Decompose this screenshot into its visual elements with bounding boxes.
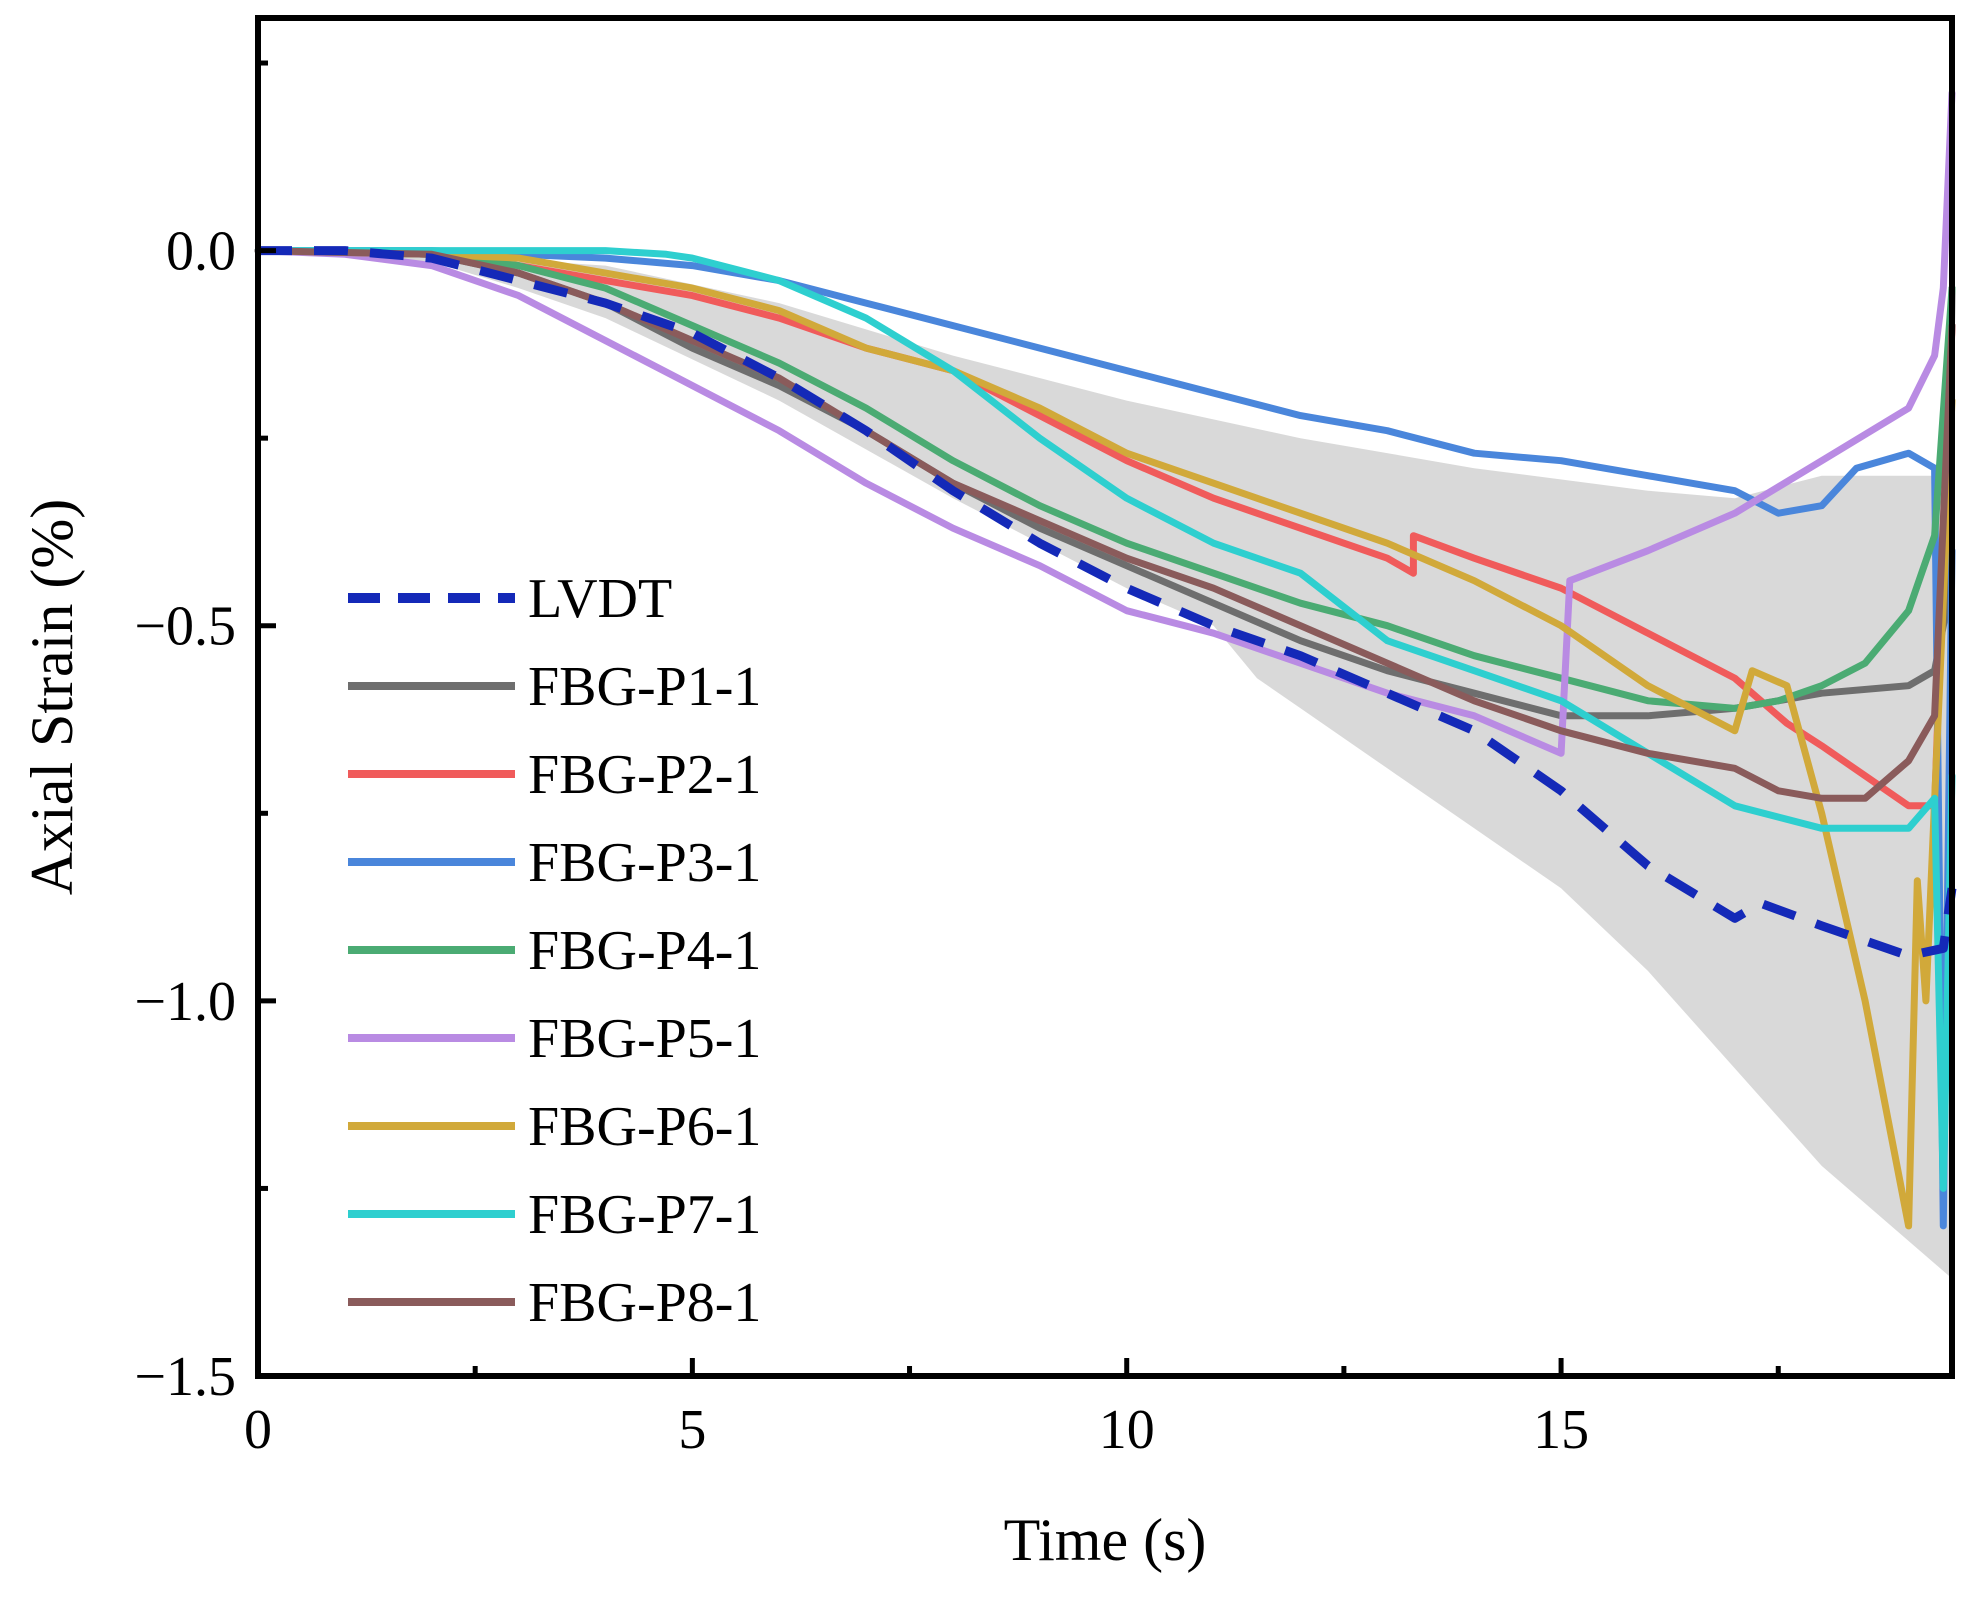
series-line-lvdt bbox=[258, 246, 1957, 961]
x-tick-label: 15 bbox=[1533, 1399, 1589, 1461]
legend: LVDT FBG-P1-1 FBG-P2-1 FBG-P3-1 FBG-P4-1 FBG-… bbox=[348, 568, 761, 1334]
y-tick-label: −1.5 bbox=[134, 1346, 236, 1408]
y-tick-label: −1.0 bbox=[134, 971, 236, 1033]
y-tick-label: −0.5 bbox=[134, 596, 236, 658]
y-axis-label: Axial Strain (%) bbox=[19, 499, 85, 896]
x-axis-ticks: 0 5 10 15 bbox=[244, 1358, 1781, 1461]
envelope-layer bbox=[258, 250, 1952, 1279]
y-axis-ticks: 0.0 −0.5 −1.0 −1.5 bbox=[134, 60, 276, 1408]
legend-label-fbg-p5-1: FBG-P5-1 bbox=[528, 1008, 761, 1070]
strain-envelope-area bbox=[258, 250, 1952, 1279]
x-tick-label: 0 bbox=[244, 1399, 272, 1461]
legend-label-fbg-p6-1: FBG-P6-1 bbox=[528, 1096, 761, 1158]
series-line-fbg-p6-1 bbox=[254, 247, 1956, 1230]
legend-label-lvdt: LVDT bbox=[528, 568, 672, 630]
x-tick-label: 10 bbox=[1099, 1399, 1155, 1461]
legend-label-fbg-p3-1: FBG-P3-1 bbox=[528, 832, 761, 894]
series-line-fbg-p4-1 bbox=[254, 247, 1956, 712]
x-axis-label: Time (s) bbox=[1004, 1507, 1207, 1573]
legend-label-fbg-p4-1: FBG-P4-1 bbox=[528, 920, 761, 982]
series-line-fbg-p3-1 bbox=[254, 247, 1956, 1230]
x-tick-label: 5 bbox=[678, 1399, 706, 1461]
plot-frame bbox=[255, 15, 1955, 1379]
series-line-fbg-p5-1 bbox=[254, 89, 1956, 757]
legend-label-fbg-p2-1: FBG-P2-1 bbox=[528, 744, 761, 806]
series-line-fbg-p7-1 bbox=[254, 247, 1956, 1192]
series-layer bbox=[254, 89, 1957, 1230]
y-tick-label: 0.0 bbox=[166, 221, 236, 283]
legend-label-fbg-p1-1: FBG-P1-1 bbox=[528, 656, 761, 718]
legend-label-fbg-p8-1: FBG-P8-1 bbox=[528, 1272, 761, 1334]
series-line-fbg-p8-1 bbox=[254, 247, 1956, 802]
legend-label-fbg-p7-1: FBG-P7-1 bbox=[528, 1184, 761, 1246]
series-line-fbg-p2-1 bbox=[254, 247, 1956, 810]
